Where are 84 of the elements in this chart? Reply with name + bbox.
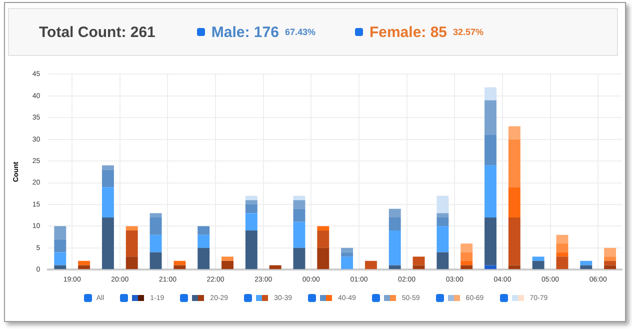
bar <box>388 265 401 270</box>
bar <box>317 248 330 270</box>
bar <box>436 196 449 214</box>
bar <box>126 230 138 257</box>
bar <box>532 256 544 261</box>
bar <box>388 208 401 218</box>
bar <box>245 230 258 270</box>
bar <box>102 170 114 188</box>
bar <box>460 265 473 270</box>
text: 32.57% <box>453 27 484 37</box>
bar <box>245 200 258 204</box>
bar <box>532 260 544 270</box>
bar <box>102 217 114 270</box>
bar <box>556 244 568 252</box>
bar <box>484 87 496 100</box>
bar <box>54 265 66 270</box>
bar <box>484 265 496 270</box>
bar <box>412 256 425 266</box>
text: Female: 85 <box>369 24 448 40</box>
bar <box>198 234 210 248</box>
text: Total Count: 261 <box>39 24 156 40</box>
bar <box>54 252 66 266</box>
bar <box>102 165 114 170</box>
bar <box>604 256 616 261</box>
bar <box>508 187 520 218</box>
bar <box>604 260 616 266</box>
bar <box>508 265 520 270</box>
bar <box>198 248 210 270</box>
bar <box>150 217 162 235</box>
bar <box>604 248 616 257</box>
bar <box>317 230 330 248</box>
bar <box>508 126 520 140</box>
bar <box>460 252 473 261</box>
bar <box>580 260 592 266</box>
bar <box>604 265 616 270</box>
bar <box>436 217 449 226</box>
bar <box>508 139 520 188</box>
bar <box>293 208 306 222</box>
bar <box>556 256 568 270</box>
bar <box>580 265 592 270</box>
bar <box>556 234 568 244</box>
bar <box>78 265 90 270</box>
bar <box>412 265 425 270</box>
bar <box>293 200 306 209</box>
text: 67.43% <box>284 27 316 37</box>
bar <box>388 217 401 231</box>
bar <box>436 226 449 252</box>
bar <box>293 222 306 248</box>
bar <box>54 239 66 252</box>
bar <box>556 252 568 257</box>
bar <box>317 226 330 231</box>
bar <box>436 252 449 270</box>
bar <box>174 260 186 266</box>
bar <box>484 100 496 135</box>
bar <box>102 187 114 218</box>
bar <box>460 260 473 266</box>
bar <box>245 204 258 214</box>
bar <box>245 196 258 200</box>
bar <box>484 134 496 166</box>
bar <box>364 260 377 270</box>
bar <box>198 226 210 235</box>
bar <box>150 213 162 218</box>
bar <box>460 244 473 252</box>
bar <box>341 248 354 252</box>
bar <box>78 260 90 266</box>
bar <box>222 256 234 261</box>
bar <box>150 234 162 252</box>
bar <box>150 252 162 270</box>
bar <box>341 252 354 257</box>
bar <box>126 226 138 231</box>
bar <box>341 256 354 270</box>
bar <box>126 256 138 270</box>
bar <box>245 213 258 231</box>
bar <box>269 265 282 270</box>
text: Male: 176 <box>211 24 279 40</box>
bar <box>54 226 66 240</box>
bar <box>508 217 520 266</box>
bar <box>484 165 496 218</box>
bar <box>293 248 306 270</box>
bar <box>222 260 234 270</box>
bar <box>388 230 401 266</box>
bar <box>174 265 186 270</box>
bar <box>484 217 496 266</box>
bar <box>436 213 449 218</box>
